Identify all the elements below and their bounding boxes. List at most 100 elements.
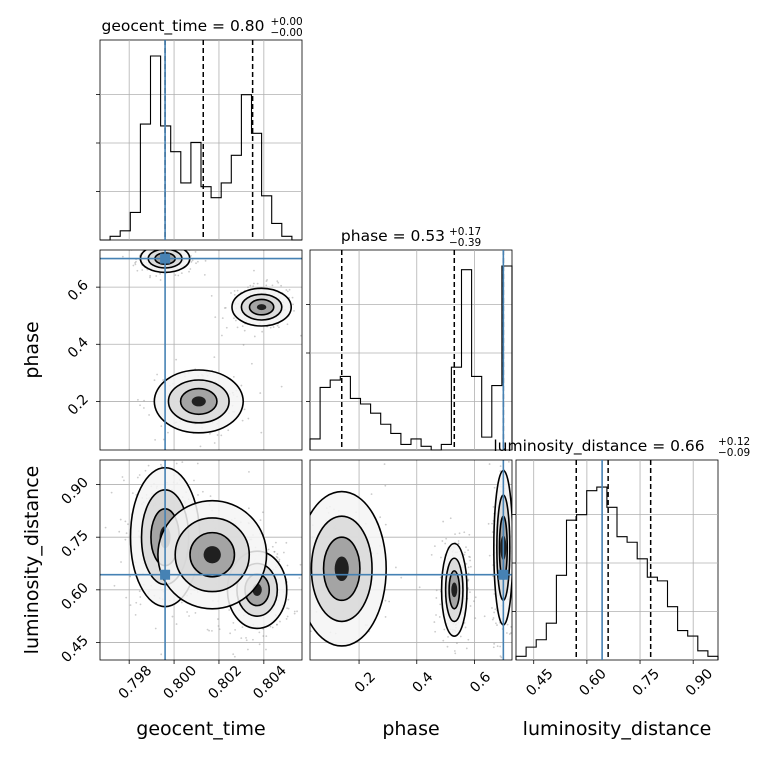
sample-point xyxy=(138,590,141,593)
sample-point xyxy=(292,303,294,306)
sample-point xyxy=(143,399,145,402)
truth-marker xyxy=(498,569,509,580)
sample-point xyxy=(195,262,197,265)
sample-point xyxy=(214,316,217,319)
sample-point xyxy=(512,579,514,581)
panel-content xyxy=(100,460,302,660)
sample-point xyxy=(276,280,279,283)
y-tick-label: 0.4 xyxy=(65,334,92,361)
sample-point xyxy=(467,549,470,551)
sample-point xyxy=(384,484,387,487)
sample-point xyxy=(158,246,160,248)
sample-point xyxy=(217,625,220,627)
sample-point xyxy=(161,465,163,468)
sample-point xyxy=(118,530,121,533)
sample-point xyxy=(286,290,289,293)
sample-point xyxy=(240,384,243,387)
sample-point xyxy=(265,280,268,283)
sample-point xyxy=(469,559,472,562)
sample-point xyxy=(186,246,188,248)
panel-frame xyxy=(309,459,513,661)
sample-point xyxy=(379,516,382,519)
sample-point xyxy=(286,607,288,610)
sample-point xyxy=(155,275,158,277)
x-tick-label: 0.45 xyxy=(523,666,556,699)
sample-point xyxy=(253,269,255,272)
sample-point xyxy=(280,284,283,287)
sample-point xyxy=(135,601,138,604)
sample-point xyxy=(153,379,156,382)
sample-point xyxy=(467,578,470,581)
sample-point xyxy=(120,561,122,563)
sample-point xyxy=(233,655,236,658)
sample-point xyxy=(175,462,178,465)
sample-point xyxy=(266,278,269,281)
sample-point xyxy=(253,335,256,338)
sample-point xyxy=(276,623,278,626)
sample-point xyxy=(285,289,288,291)
sample-point xyxy=(188,246,190,248)
x-axis-phase: 0.2 0.4 0.6 phase xyxy=(352,660,494,740)
sample-point xyxy=(241,626,244,629)
sample-point xyxy=(512,563,514,565)
sample-point xyxy=(182,247,184,249)
sample-point xyxy=(131,492,134,495)
sample-point xyxy=(125,596,128,599)
sample-point xyxy=(159,241,161,243)
histogram-phase: phase = 0.53 +0.17−0.39 xyxy=(306,226,513,451)
scatter-phase-vs-geocent-time: 0.2 0.4 0.6 xyxy=(65,241,303,451)
y-tick-label: 0.90 xyxy=(59,475,92,508)
sample-point xyxy=(247,417,250,420)
sample-point xyxy=(285,618,288,620)
sample-point xyxy=(188,270,190,273)
sample-point xyxy=(493,611,496,614)
sample-point xyxy=(278,560,281,563)
sample-point xyxy=(276,623,278,626)
sample-point xyxy=(286,323,289,326)
sample-point xyxy=(286,615,289,618)
sample-point xyxy=(469,565,472,568)
sample-point xyxy=(186,246,188,248)
sample-point xyxy=(232,621,235,624)
sample-point xyxy=(232,375,235,378)
y-axis-label: phase xyxy=(21,321,43,378)
sample-point xyxy=(235,319,237,322)
sample-point xyxy=(274,541,277,544)
sample-point xyxy=(234,628,237,631)
sample-point xyxy=(506,623,509,626)
sample-point xyxy=(138,474,141,476)
sample-point xyxy=(252,638,254,641)
sample-point xyxy=(177,274,180,277)
sample-point xyxy=(454,533,456,536)
sample-point xyxy=(242,344,245,346)
sample-point xyxy=(271,545,274,548)
sample-point xyxy=(180,601,183,604)
sample-point xyxy=(261,511,264,514)
histogram-geocent-time: geocent_time = 0.80 +0.00−0.00 xyxy=(96,16,303,241)
sample-point xyxy=(194,250,197,253)
x-tick-label: 0.90 xyxy=(683,666,716,699)
sample-point xyxy=(247,648,249,651)
sample-point xyxy=(213,356,216,359)
contour-line xyxy=(322,536,361,602)
sample-point xyxy=(464,551,466,554)
sample-point xyxy=(249,284,252,287)
sample-point xyxy=(210,294,213,297)
sample-point xyxy=(439,603,442,606)
sample-point xyxy=(491,607,493,609)
sample-point xyxy=(440,556,442,559)
density-peak xyxy=(191,396,206,407)
sample-point xyxy=(136,269,139,272)
contour-line xyxy=(179,387,218,416)
x-tick-label: 0.802 xyxy=(205,663,245,703)
panel-content xyxy=(100,241,302,450)
sample-point xyxy=(247,507,250,510)
sample-point xyxy=(282,551,285,554)
sample-point xyxy=(276,556,279,559)
sample-point xyxy=(394,566,397,569)
sample-point xyxy=(265,648,267,651)
sample-point xyxy=(167,431,169,434)
sample-point xyxy=(265,284,268,287)
sample-point xyxy=(149,274,152,277)
